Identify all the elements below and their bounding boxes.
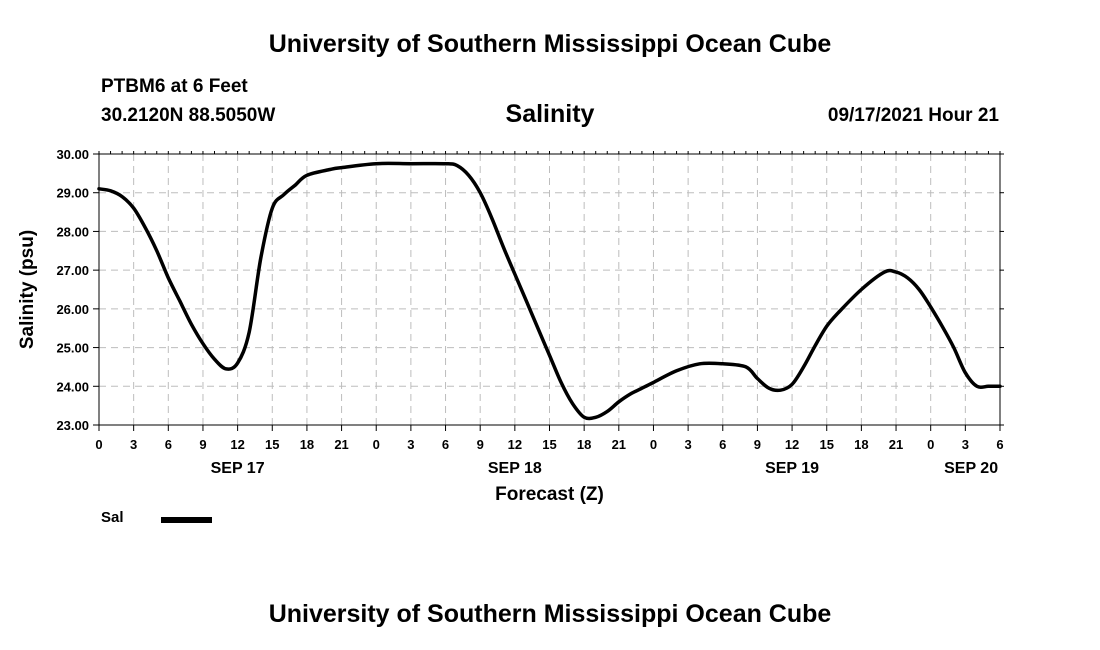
x-tick-label: 0 (373, 437, 380, 452)
x-tick-label: 18 (577, 437, 591, 452)
x-tick-label: 12 (508, 437, 522, 452)
x-tick-label: 15 (542, 437, 556, 452)
station-label: PTBM6 at 6 Feet (101, 76, 248, 97)
y-axis: 23.00 24.00 25.00 26.00 27.00 28.00 29.00 30.00 (56, 147, 1004, 433)
legend-label: Sal (101, 509, 124, 526)
x-tick-label: 21 (334, 437, 348, 452)
date-label: SEP 19 (765, 460, 819, 477)
x-tick-label: 12 (230, 437, 244, 452)
y-tick-label: 25.00 (56, 341, 89, 356)
x-tick-label: 6 (719, 437, 726, 452)
x-tick-label: 21 (889, 437, 903, 452)
series-line-sal (97, 161, 1002, 421)
date-label: SEP 18 (488, 460, 542, 477)
x-tick-label: 3 (407, 437, 414, 452)
y-axis-label: Salinity (psu) (17, 230, 38, 349)
x-tick-label: 15 (819, 437, 833, 452)
x-tick-label: 0 (95, 437, 102, 452)
x-tick-label: 3 (962, 437, 969, 452)
x-tick-label: 18 (300, 437, 314, 452)
footer-title: University of Southern Mississippi Ocean… (268, 600, 832, 628)
x-tick-label: 15 (265, 437, 279, 452)
x-axis: 0 3 6 9 12 15 18 21 0 3 6 9 12 15 18 21 0 3 6 9 12 15 18 21 0 3 6 (95, 151, 1004, 452)
x-tick-label: 0 (650, 437, 657, 452)
series-layer (97, 161, 1002, 421)
date-label: SEP 20 (944, 460, 998, 477)
x-tick-label: 21 (612, 437, 626, 452)
x-tick-label: 0 (927, 437, 934, 452)
date-label: SEP 17 (211, 460, 265, 477)
grid-lines (99, 154, 1000, 425)
x-tick-label: 18 (854, 437, 868, 452)
x-tick-label: 3 (130, 437, 137, 452)
y-tick-label: 29.00 (56, 186, 89, 201)
x-tick-label: 6 (996, 437, 1003, 452)
chart-title: Salinity (505, 100, 595, 128)
y-tick-label: 27.00 (56, 263, 89, 278)
x-tick-label: 9 (199, 437, 206, 452)
y-tick-label: 23.00 (56, 418, 89, 433)
y-tick-label: 24.00 (56, 379, 89, 394)
x-axis-label: Forecast (Z) (495, 484, 604, 505)
date-labels: SEP 17 SEP 18 SEP 19 SEP 20 (211, 460, 999, 477)
x-tick-label: 6 (442, 437, 449, 452)
station-coordinates: 30.2120N 88.5050W (101, 105, 276, 126)
y-tick-label: 30.00 (56, 147, 89, 162)
x-tick-label: 6 (165, 437, 172, 452)
forecast-datetime: 09/17/2021 Hour 21 (827, 105, 999, 126)
x-tick-label: 3 (684, 437, 691, 452)
x-tick-label: 9 (754, 437, 761, 452)
legend-swatch (161, 517, 212, 523)
page-title: University of Southern Mississippi Ocean… (268, 30, 832, 58)
y-tick-label: 28.00 (56, 224, 89, 239)
x-tick-label: 9 (477, 437, 484, 452)
x-tick-label: 12 (785, 437, 799, 452)
y-tick-label: 26.00 (56, 302, 89, 317)
